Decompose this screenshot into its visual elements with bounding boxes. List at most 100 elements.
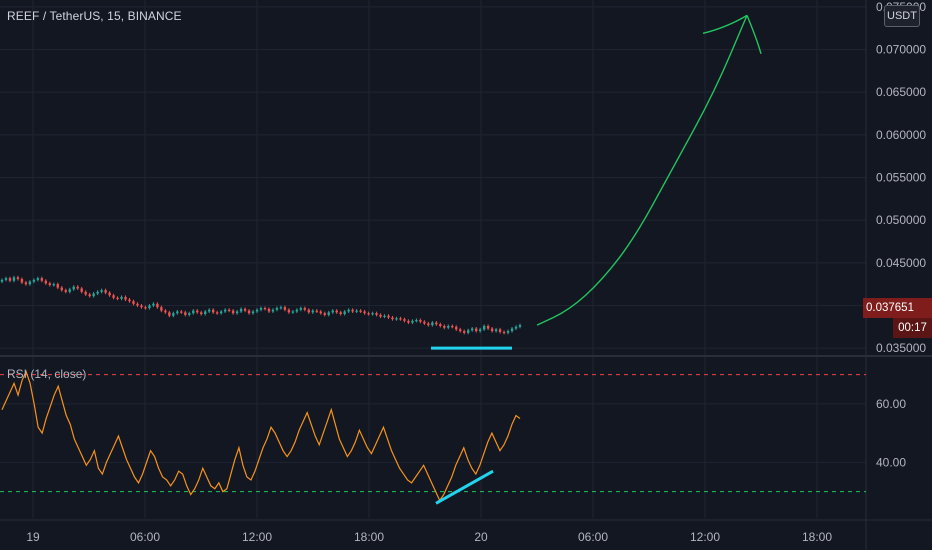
candle bbox=[387, 314, 390, 319]
candle bbox=[132, 299, 135, 306]
candle bbox=[40, 276, 44, 283]
rsi-divergence-line bbox=[435, 469, 494, 505]
candle bbox=[172, 311, 175, 318]
candle bbox=[0, 278, 4, 284]
candle-body bbox=[164, 310, 167, 313]
candle-body bbox=[431, 322, 434, 326]
candle-body bbox=[8, 278, 12, 281]
candle bbox=[192, 309, 195, 315]
candle-body bbox=[247, 310, 251, 314]
candle-body bbox=[447, 325, 450, 328]
candle-body bbox=[339, 312, 342, 315]
candle bbox=[275, 306, 279, 312]
candle-body bbox=[423, 321, 426, 324]
candle-body bbox=[108, 292, 111, 296]
candle bbox=[359, 309, 362, 314]
candle bbox=[439, 322, 442, 328]
candle-body bbox=[391, 317, 394, 320]
candle-body bbox=[136, 303, 139, 306]
candle bbox=[16, 275, 20, 281]
candle bbox=[451, 324, 454, 329]
currency-unit-badge[interactable]: USDT bbox=[884, 5, 920, 27]
candle-body bbox=[44, 280, 48, 284]
candle bbox=[518, 323, 522, 329]
candle bbox=[148, 303, 151, 310]
candle bbox=[463, 329, 466, 335]
candle bbox=[343, 309, 346, 316]
candle-body bbox=[395, 318, 398, 320]
candle bbox=[391, 315, 394, 321]
candle bbox=[60, 286, 63, 292]
candle bbox=[347, 308, 350, 314]
candle-body bbox=[399, 318, 402, 320]
candle-body bbox=[215, 312, 219, 314]
candle-body bbox=[40, 278, 44, 281]
candle-body bbox=[0, 279, 4, 282]
candle bbox=[144, 305, 147, 310]
candle-body bbox=[279, 307, 283, 309]
price-tick-label: 0.065000 bbox=[876, 85, 926, 99]
candle-body bbox=[243, 308, 247, 311]
candle-body bbox=[88, 294, 91, 297]
candle bbox=[124, 295, 127, 302]
candle-body bbox=[148, 305, 151, 309]
candle-body bbox=[514, 326, 518, 329]
candle bbox=[44, 279, 48, 285]
candle bbox=[279, 305, 283, 310]
candle bbox=[478, 327, 482, 333]
candle bbox=[116, 296, 119, 301]
candle-body bbox=[16, 277, 20, 280]
candle-body bbox=[219, 311, 223, 314]
rsi-indicator-label[interactable]: RSI (14, close) bbox=[7, 367, 87, 381]
candle bbox=[32, 278, 36, 284]
candle bbox=[235, 309, 239, 315]
candle bbox=[188, 311, 191, 317]
time-tick-label: 20 bbox=[474, 530, 488, 544]
candle-body bbox=[32, 279, 36, 282]
candle-body bbox=[208, 309, 211, 312]
candle bbox=[196, 309, 199, 314]
candle-body bbox=[451, 325, 454, 328]
candle bbox=[76, 285, 79, 290]
candle bbox=[431, 321, 434, 327]
candle bbox=[411, 319, 414, 325]
candle-body bbox=[12, 277, 16, 281]
candle bbox=[243, 307, 247, 313]
candle bbox=[351, 308, 354, 314]
candle bbox=[355, 309, 358, 314]
candle bbox=[36, 276, 40, 282]
candle bbox=[56, 282, 59, 290]
candle bbox=[24, 280, 28, 286]
time-tick-label: 06:00 bbox=[130, 530, 160, 544]
candle bbox=[502, 330, 506, 335]
candle-body bbox=[176, 311, 179, 314]
candle-body bbox=[383, 315, 386, 317]
candle-body bbox=[211, 309, 215, 313]
candle bbox=[168, 310, 171, 318]
candle bbox=[136, 302, 139, 308]
projection-path bbox=[536, 15, 748, 326]
candle-body bbox=[323, 313, 326, 315]
candle-body bbox=[204, 311, 207, 315]
candle-body bbox=[467, 330, 470, 333]
rsi-tick-label: 40.00 bbox=[876, 455, 906, 469]
candle bbox=[498, 327, 502, 334]
candle bbox=[482, 324, 486, 331]
candle-body bbox=[48, 283, 52, 286]
candle-body bbox=[335, 310, 338, 313]
candle-body bbox=[359, 310, 362, 312]
candle bbox=[72, 285, 75, 291]
candle-body bbox=[518, 325, 522, 327]
candle bbox=[303, 306, 307, 312]
candle-body bbox=[498, 329, 502, 332]
candle-body bbox=[235, 311, 239, 314]
candle-body bbox=[172, 313, 175, 316]
symbol-title[interactable]: REEF / TetherUS, 15, BINANCE bbox=[7, 9, 182, 23]
candle bbox=[363, 309, 366, 315]
candle bbox=[239, 307, 243, 314]
candle bbox=[160, 305, 163, 313]
candle-body bbox=[144, 307, 147, 309]
candle bbox=[215, 310, 219, 315]
